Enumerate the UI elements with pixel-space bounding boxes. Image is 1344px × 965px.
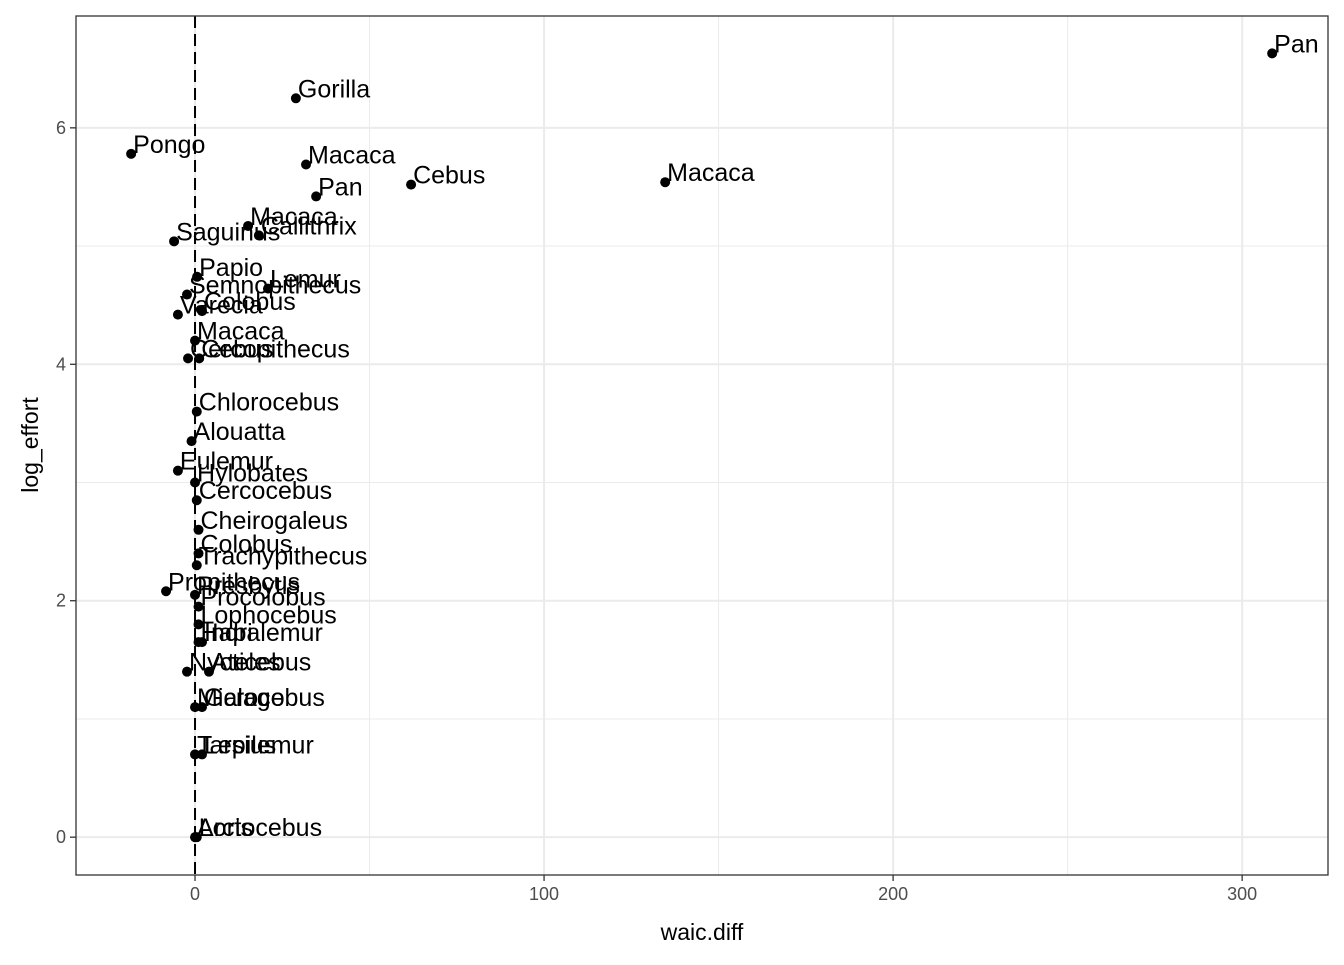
y-tick-label: 6 [56, 118, 66, 138]
point [190, 702, 201, 713]
point-label: Macaca [308, 141, 396, 169]
point [197, 702, 208, 713]
point-label: Colobus [201, 530, 293, 558]
point [126, 148, 137, 159]
point-label: Lepilemur [204, 731, 314, 759]
point-label: Alouatta [194, 418, 286, 446]
x-tick-label: 300 [1227, 884, 1257, 904]
point [190, 749, 201, 760]
point-label: Lemur [270, 266, 341, 294]
panel-border [75, 15, 1329, 876]
y-tick-label: 0 [56, 827, 66, 847]
point [193, 601, 204, 612]
point-label: Cheirogaleus [201, 507, 348, 535]
point-label: Macaca [197, 318, 285, 346]
y-tick-label: 4 [56, 354, 66, 374]
point [1267, 48, 1278, 59]
point [311, 191, 322, 202]
point-label: Macaca [250, 203, 338, 231]
point-label: Pongo [133, 131, 205, 159]
point-label: Microcebus [197, 684, 325, 712]
point-label: Chlorocebus [199, 389, 339, 417]
point [253, 230, 264, 241]
point-label: Hylobates [197, 460, 308, 488]
point [193, 548, 204, 559]
x-axis-title: waic.diff [660, 919, 744, 945]
point [183, 353, 194, 364]
point [301, 159, 312, 170]
point [406, 179, 417, 190]
point [192, 271, 203, 282]
point [203, 666, 214, 677]
point-label: Hapalemur [201, 619, 323, 647]
point [193, 524, 204, 535]
point-label: Ateles [211, 649, 280, 677]
point-label: Cercocebus [199, 477, 332, 505]
point [191, 406, 202, 417]
point [191, 495, 202, 506]
point [243, 220, 254, 231]
point-label: Galago [204, 684, 285, 712]
point-label: Callithrix [261, 212, 357, 240]
point [197, 749, 208, 760]
point-label: Saguinus [176, 218, 280, 246]
point [169, 236, 180, 247]
point [161, 586, 172, 597]
point-label: Cebus [413, 162, 485, 190]
point [660, 177, 671, 188]
point [290, 93, 301, 104]
point [194, 353, 205, 364]
point-label: Propithecus [168, 568, 300, 596]
point [181, 666, 192, 677]
point-label: Cebus [201, 335, 273, 363]
point-label: Loris [199, 814, 253, 842]
y-axis-title: log_effort [17, 397, 43, 493]
point-label: Presbytis [197, 572, 300, 600]
point-label: Colobus [204, 288, 296, 316]
point-label: Tarsius [197, 731, 276, 759]
point-label: Indri [204, 619, 253, 647]
point [190, 589, 201, 600]
y-tick-label: 2 [56, 591, 66, 611]
x-tick-label: 0 [190, 884, 200, 904]
point-label: Papio [199, 254, 263, 282]
point-label: Pan [318, 173, 362, 201]
point [191, 560, 202, 571]
point-label: Trachypithecus [199, 542, 368, 570]
point-label: Procolobus [201, 584, 326, 612]
x-tick-label: 100 [529, 884, 559, 904]
point-label: Arctocebus [197, 814, 322, 842]
point-label: Semnopithecus [189, 272, 361, 300]
point-label: Eulemur [180, 448, 273, 476]
point [181, 289, 192, 300]
point [172, 309, 183, 320]
x-tick-label: 200 [878, 884, 908, 904]
point-label: Varecia [180, 292, 263, 320]
point [190, 335, 201, 346]
point [172, 465, 183, 476]
point [193, 619, 204, 630]
point [190, 477, 201, 488]
point [197, 637, 208, 648]
point-label: Cercopithecus [190, 335, 350, 363]
point-label: Macaca [667, 159, 755, 187]
point [186, 436, 197, 447]
point-label: Gorilla [298, 75, 370, 103]
point [191, 832, 202, 843]
point [262, 283, 273, 294]
point-label: Lophocebus [201, 601, 337, 629]
point [197, 306, 208, 317]
point-label: Pan [1274, 30, 1318, 58]
